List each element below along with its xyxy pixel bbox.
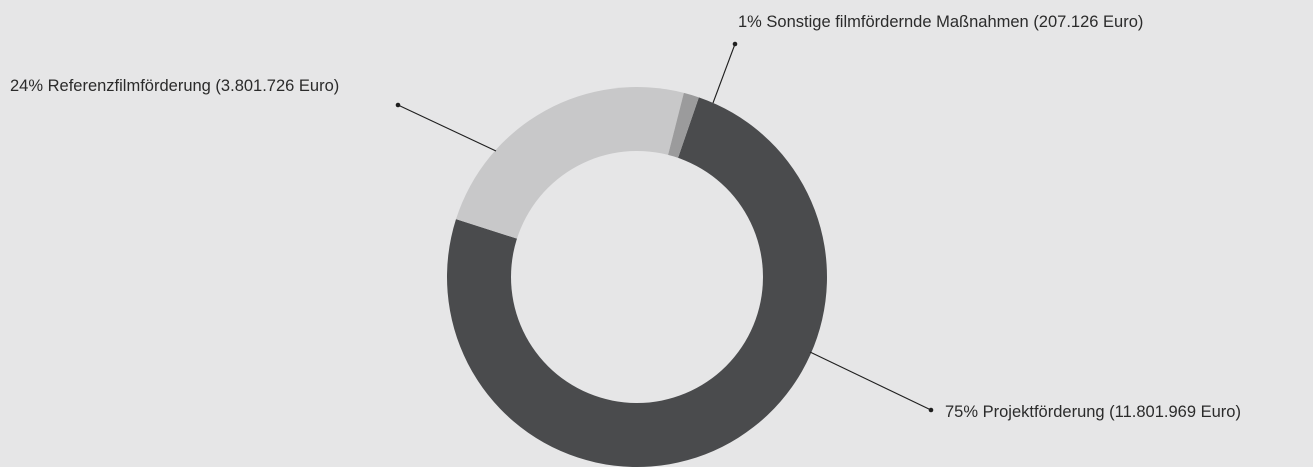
leader-dot-sonstige	[732, 41, 738, 47]
leader-line-projekt	[809, 351, 932, 411]
donut-hole	[511, 151, 763, 403]
leader-dot-projekt	[928, 407, 934, 413]
labels-layer: 75% Projektförderung (11.801.969 Euro) 2…	[10, 13, 1241, 421]
leader-line-sonstige	[712, 43, 736, 104]
leaders-layer	[395, 41, 934, 413]
slice-label-referenz: 24% Referenzfilmförderung (3.801.726 Eur…	[10, 77, 339, 95]
slice-label-sonstige: 1% Sonstige filmfördernde Maßnahmen (207…	[738, 13, 1143, 31]
slice-label-projekt: 75% Projektförderung (11.801.969 Euro)	[945, 403, 1241, 421]
leader-dot-referenz	[395, 102, 401, 108]
leader-line-referenz	[397, 104, 497, 152]
